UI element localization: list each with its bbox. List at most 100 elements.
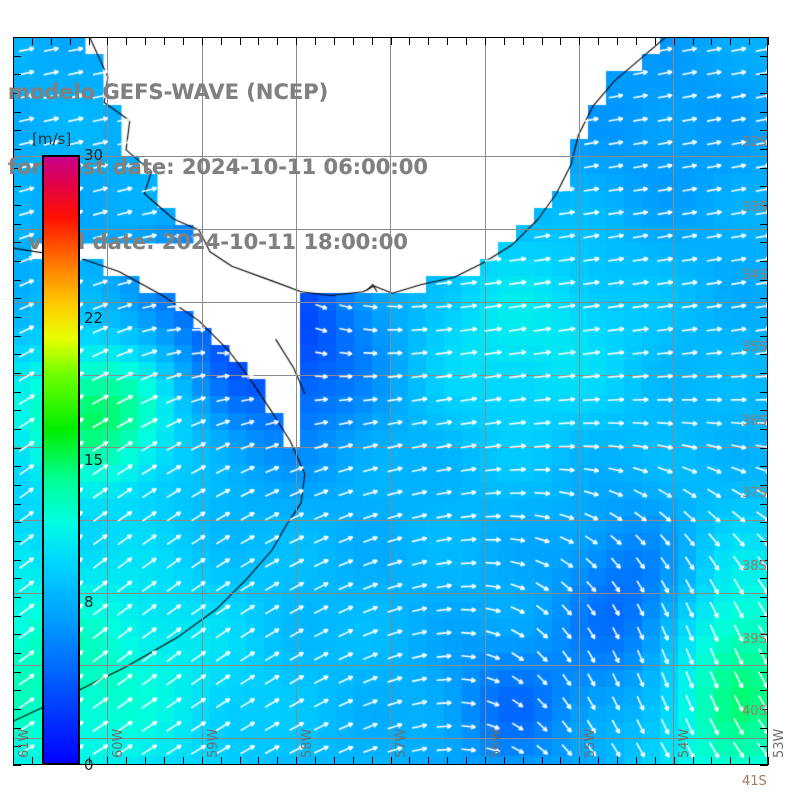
lat-label-34S: 34S <box>742 268 767 283</box>
axis-tick <box>13 578 21 580</box>
lat-label-37S: 37S <box>742 486 767 501</box>
lon-label-60W: 60W <box>111 728 126 758</box>
axis-tick <box>13 653 21 654</box>
model-title: modelo GEFS-WAVE (NCEP) <box>8 80 329 104</box>
axis-tick <box>760 429 768 430</box>
axis-tick <box>315 37 316 45</box>
colorbar-tick-30: 30 <box>84 146 104 164</box>
colorbar[interactable] <box>42 155 80 765</box>
map-plot-area[interactable] <box>13 37 768 765</box>
axis-tick <box>760 130 768 132</box>
lat-label-40S: 40S <box>742 704 767 719</box>
axis-tick <box>560 757 562 765</box>
axis-tick <box>760 205 768 206</box>
axis-tick <box>13 671 21 673</box>
axis-tick <box>88 37 90 45</box>
axis-tick <box>768 37 769 45</box>
axis-tick <box>239 757 241 765</box>
axis-tick <box>277 757 279 765</box>
axis-tick <box>258 37 260 45</box>
axis-tick <box>760 615 768 617</box>
axis-tick <box>201 757 203 765</box>
colorbar-tick-22: 22 <box>84 308 104 327</box>
axis-tick <box>760 93 768 94</box>
axis-tick <box>126 757 128 765</box>
axis-tick <box>164 757 165 765</box>
axis-tick <box>371 757 373 765</box>
axis-tick <box>760 279 768 281</box>
axis-tick <box>13 298 21 300</box>
axis-tick <box>768 757 769 765</box>
colorbar-tick-15: 15 <box>84 451 104 469</box>
axis-tick <box>13 746 21 748</box>
axis-tick <box>13 55 21 57</box>
axis-tick <box>760 167 768 169</box>
axis-tick <box>760 447 768 449</box>
axis-tick <box>13 242 21 244</box>
axis-tick <box>760 634 768 636</box>
axis-tick <box>760 298 768 300</box>
axis-tick <box>13 391 21 393</box>
axis-tick <box>145 757 147 765</box>
axis-tick <box>760 653 768 654</box>
axis-tick <box>13 410 21 412</box>
axis-tick <box>107 37 109 45</box>
axis-tick <box>760 37 768 38</box>
axis-tick <box>760 111 768 113</box>
axis-tick <box>126 37 128 45</box>
axis-tick <box>760 485 768 486</box>
axis-tick <box>522 757 524 765</box>
axis-tick <box>13 429 21 430</box>
axis-tick <box>635 757 637 765</box>
axis-tick <box>13 503 21 505</box>
axis-tick <box>390 37 392 45</box>
axis-tick <box>13 373 21 374</box>
colorbar-tick-0: 0 <box>84 756 94 774</box>
axis-tick <box>760 597 768 598</box>
axis-tick <box>760 317 768 318</box>
axis-tick <box>711 37 713 45</box>
axis-tick <box>503 37 505 45</box>
axis-tick <box>760 690 768 692</box>
axis-tick <box>692 37 694 45</box>
axis-tick <box>541 37 543 45</box>
axis-tick <box>13 223 21 225</box>
axis-tick <box>749 37 751 45</box>
axis-tick <box>760 559 768 561</box>
axis-tick <box>428 757 430 765</box>
axis-tick <box>409 37 411 45</box>
axis-tick <box>13 485 21 486</box>
colorbar-unit-label: [m/s] <box>32 130 72 148</box>
axis-tick <box>409 757 411 765</box>
axis-tick <box>258 757 260 765</box>
wind-direction-arrows <box>13 37 768 765</box>
colorbar-tick-8: 8 <box>84 593 94 612</box>
axis-tick <box>13 447 21 449</box>
axis-tick <box>371 37 373 45</box>
axis-tick <box>13 335 21 337</box>
axis-tick <box>13 37 21 38</box>
axis-tick <box>220 757 222 765</box>
axis-tick <box>760 391 768 393</box>
axis-tick <box>164 37 165 45</box>
axis-tick <box>760 522 768 524</box>
lat-label-32S: 32S <box>742 135 767 150</box>
lon-label-54W: 54W <box>677 728 692 758</box>
lat-label-35S: 35S <box>742 340 767 355</box>
axis-tick <box>390 757 392 765</box>
axis-tick <box>760 727 768 729</box>
axis-tick <box>760 765 768 766</box>
axis-tick <box>598 757 600 765</box>
axis-tick <box>760 709 768 710</box>
axis-tick <box>541 757 543 765</box>
axis-tick <box>447 757 449 765</box>
axis-tick <box>31 37 33 45</box>
axis-tick <box>760 578 768 580</box>
axis-tick <box>579 757 581 765</box>
axis-tick <box>13 522 21 524</box>
axis-tick <box>760 541 768 542</box>
axis-tick <box>13 279 21 281</box>
colorbar-gradient <box>44 157 78 763</box>
axis-tick <box>31 757 33 765</box>
